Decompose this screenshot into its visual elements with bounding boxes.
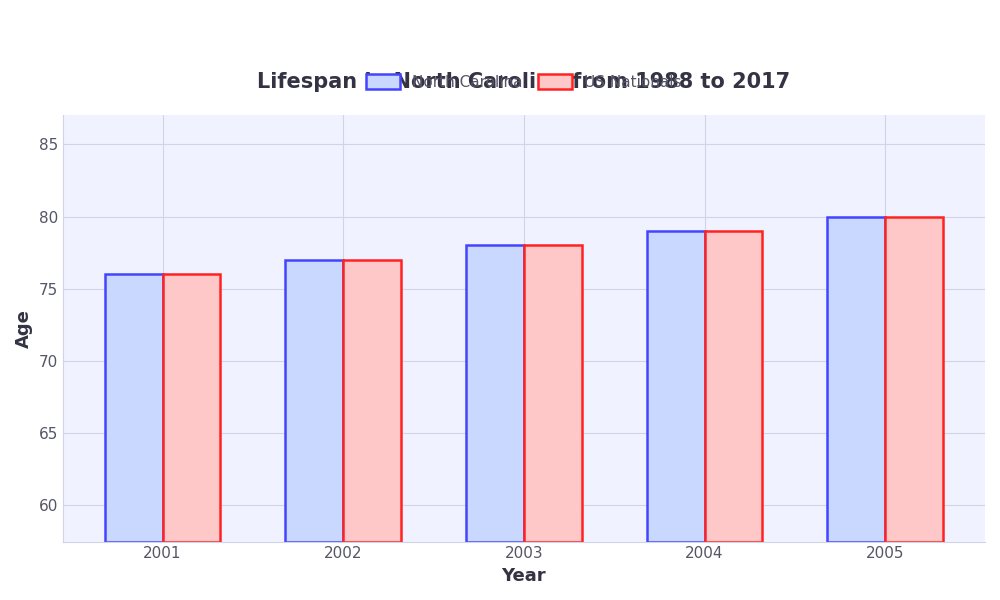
Y-axis label: Age: Age (15, 309, 33, 348)
Bar (105, 274, 163, 542)
Bar (343, 260, 401, 542)
Bar (705, 231, 762, 542)
Bar (163, 274, 220, 542)
Bar (885, 217, 943, 542)
Bar (285, 260, 343, 542)
Legend: North Carolina, US Nationals: North Carolina, US Nationals (360, 68, 687, 96)
Bar (524, 245, 582, 542)
Bar (827, 217, 885, 542)
X-axis label: Year: Year (502, 567, 546, 585)
Bar (647, 231, 705, 542)
Bar (466, 245, 524, 542)
Title: Lifespan in North Carolina from 1988 to 2017: Lifespan in North Carolina from 1988 to … (257, 71, 790, 92)
